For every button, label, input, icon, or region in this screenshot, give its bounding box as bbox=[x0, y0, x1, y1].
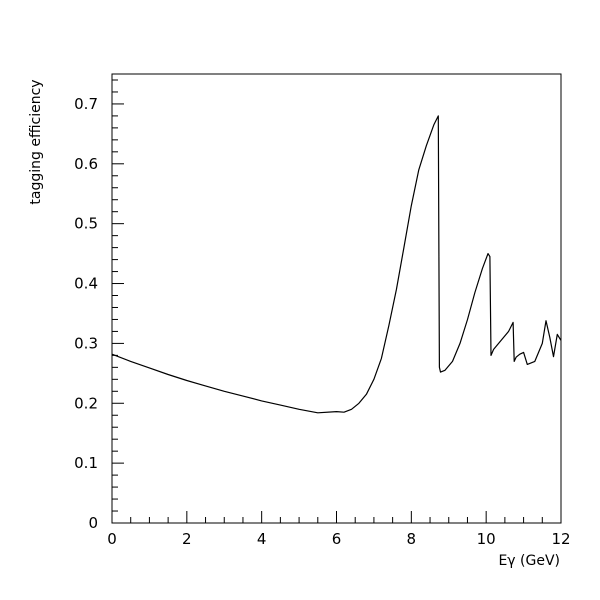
y-axis-title: tagging efficiency bbox=[28, 79, 44, 204]
y-tick-label: 0.6 bbox=[74, 155, 98, 173]
y-tick-label: 0 bbox=[88, 514, 98, 532]
x-tick-label: 2 bbox=[182, 530, 192, 548]
y-tick-label: 0.5 bbox=[74, 215, 98, 233]
x-axis-title: Eγ (GeV) bbox=[498, 553, 560, 569]
y-tick-label: 0.2 bbox=[74, 394, 98, 412]
plot-frame bbox=[111, 73, 562, 524]
x-tick-label: 0 bbox=[107, 530, 117, 548]
y-tick-label: 0.4 bbox=[74, 275, 98, 293]
x-tick-label: 8 bbox=[407, 530, 417, 548]
efficiency-line bbox=[111, 115, 562, 414]
y-tick-label: 0.3 bbox=[74, 334, 98, 352]
x-tick-label: 10 bbox=[477, 530, 496, 548]
y-axis-tick-labels: 0 0.1 0.2 0.3 0.4 0.5 0.6 0.7 bbox=[74, 95, 98, 532]
y-tick-label: 0.1 bbox=[74, 454, 98, 472]
x-axis-tick-labels: 0 2 4 6 8 10 12 bbox=[107, 530, 570, 548]
series-group bbox=[111, 115, 562, 414]
y-tick-label: 0.7 bbox=[74, 95, 98, 113]
y-axis-ticks bbox=[112, 79, 124, 524]
x-tick-label: 6 bbox=[332, 530, 342, 548]
x-axis-ticks bbox=[111, 511, 562, 523]
x-tick-label: 4 bbox=[257, 530, 267, 548]
x-tick-label: 12 bbox=[551, 530, 570, 548]
